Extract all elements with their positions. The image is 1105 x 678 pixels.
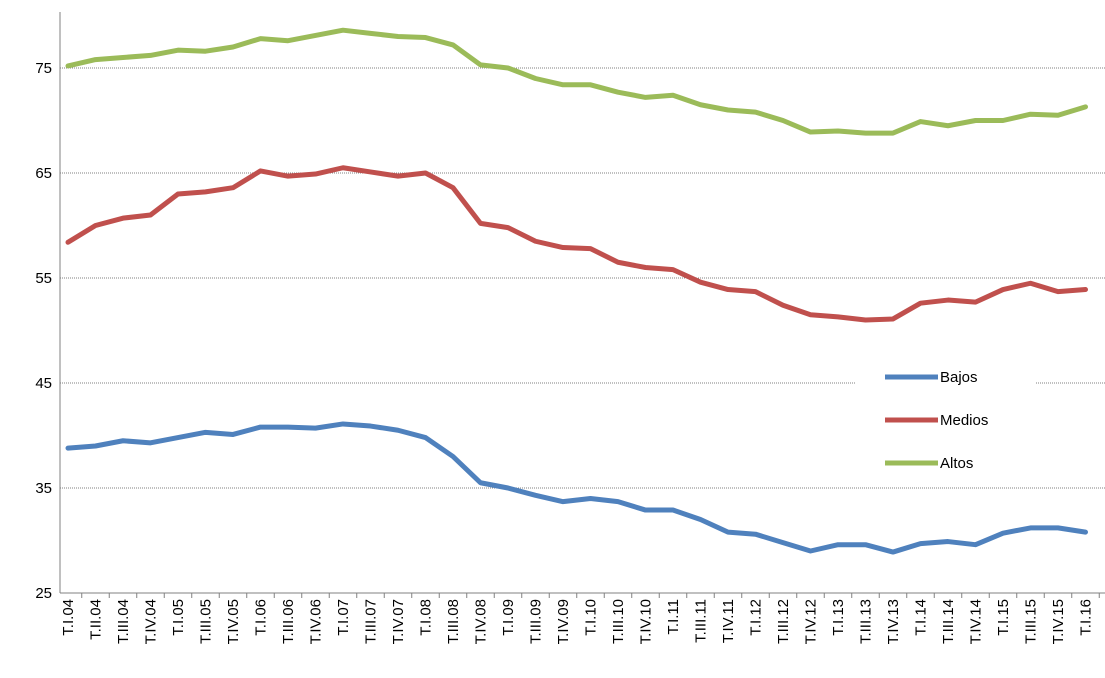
x-tick-label: T.III.08: [445, 599, 462, 644]
x-tick-label: T.III.04: [115, 599, 132, 644]
x-tick-label: T.IV.15: [1050, 599, 1067, 644]
y-tick-label: 35: [35, 480, 52, 497]
x-tick-label: T.III.05: [198, 599, 215, 644]
x-tick-label: T.IV.13: [885, 599, 902, 644]
x-tick-label: T.III.14: [940, 599, 957, 644]
x-tick-label: T.III.09: [528, 599, 545, 644]
x-tick-label: T.III.06: [280, 599, 297, 644]
y-tick-label: 75: [35, 60, 52, 77]
x-tick-label: T.I.04: [60, 599, 77, 636]
x-tick-label: T.I.09: [500, 599, 517, 636]
series-line: [65, 165, 1088, 323]
legend: Bajos Medios Altos: [855, 358, 1035, 478]
x-tick-label: T.IV.12: [803, 599, 820, 644]
x-tick-label: T.III.11: [693, 599, 710, 643]
legend-label: Medios: [940, 412, 988, 429]
y-tick-label: 55: [35, 270, 52, 287]
x-tick-label: T.I.07: [335, 599, 352, 636]
y-tick-label: 65: [35, 165, 52, 182]
x-tick-label: T.III.07: [363, 599, 380, 644]
x-tick-label: T.IV.04: [143, 599, 160, 644]
series-line: [65, 27, 1088, 136]
x-tick-label: T.III.15: [1023, 599, 1040, 644]
x-tick-label: T.I.15: [995, 599, 1012, 636]
x-tick-label: T.I.06: [253, 599, 270, 636]
x-tick-label: T.I.13: [830, 599, 847, 636]
x-tick-label: T.IV.05: [225, 599, 242, 644]
y-tick-label: 25: [35, 585, 52, 602]
x-tick-label: T.I.16: [1078, 599, 1095, 636]
legend-label: Bajos: [940, 369, 978, 386]
x-tick-label: T.III.12: [775, 599, 792, 644]
x-tick-label: T.I.05: [170, 599, 187, 636]
x-tick-label: T.I.14: [913, 599, 930, 636]
x-tick-label: T.IV.11: [720, 599, 737, 643]
x-tick-label: T.IV.09: [555, 599, 572, 644]
x-tick-label: T.IV.07: [390, 599, 407, 644]
x-tick-label: T.I.10: [583, 599, 600, 636]
x-tick-label: T.IV.08: [473, 599, 490, 644]
x-tick-label: T.II.04: [88, 599, 105, 640]
x-tick-label: T.III.10: [610, 599, 627, 644]
x-tick-label: T.I.08: [418, 599, 435, 636]
x-tick-label: T.I.12: [748, 599, 765, 636]
x-tick-label: T.III.13: [858, 599, 875, 644]
x-tick-label: T.I.11: [665, 599, 682, 635]
y-tick-label: 45: [35, 375, 52, 392]
legend-label: Altos: [940, 455, 973, 472]
x-tick-label: T.IV.06: [308, 599, 325, 644]
x-tick-label: T.IV.10: [638, 599, 655, 644]
series-line: [65, 421, 1088, 555]
x-tick-label: T.IV.14: [968, 599, 985, 644]
